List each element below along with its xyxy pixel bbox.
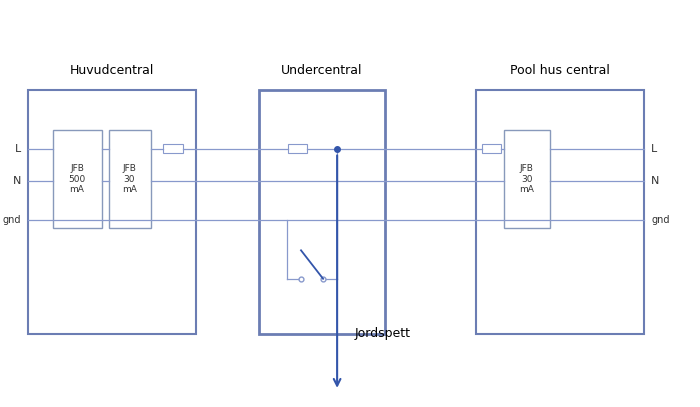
Text: Huvudcentral: Huvudcentral — [70, 64, 154, 77]
Text: Undercentral: Undercentral — [281, 64, 363, 77]
Text: Pool hus central: Pool hus central — [510, 64, 610, 77]
Text: N: N — [651, 176, 659, 186]
Text: Jordspett: Jordspett — [355, 327, 411, 340]
Text: gnd: gnd — [3, 215, 21, 225]
Text: JFB
500
mA: JFB 500 mA — [69, 164, 85, 194]
Text: gnd: gnd — [651, 215, 669, 225]
Text: L: L — [651, 144, 657, 153]
Text: JFB
30
mA: JFB 30 mA — [122, 164, 137, 194]
FancyBboxPatch shape — [163, 144, 183, 153]
FancyBboxPatch shape — [108, 130, 150, 228]
FancyBboxPatch shape — [288, 144, 307, 153]
Text: N: N — [13, 176, 21, 186]
FancyBboxPatch shape — [52, 130, 102, 228]
FancyBboxPatch shape — [482, 144, 501, 153]
Text: JFB
30
mA: JFB 30 mA — [519, 164, 534, 194]
Text: L: L — [15, 144, 21, 153]
FancyBboxPatch shape — [504, 130, 550, 228]
